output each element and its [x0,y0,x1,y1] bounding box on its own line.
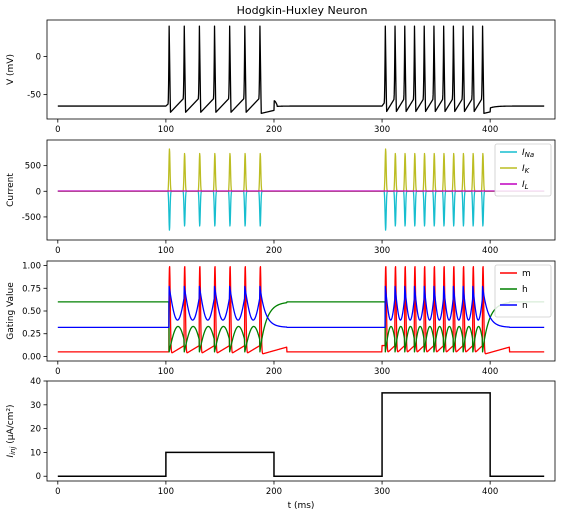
axes-frame [46,19,556,120]
x-tick-label: 100 [158,125,174,135]
m-line [57,265,545,355]
plot-area [57,265,545,355]
x-tick-label: 400 [482,246,498,256]
x-tick-label: 300 [374,125,390,135]
n-line [57,285,545,329]
figure-title: Hodgkin-Huxley Neuron [237,4,368,17]
y-tick-label: 0.25 [22,330,41,340]
legend-box [494,143,552,197]
y-tick-label: -50 [27,91,41,101]
y-tick-label: 0 [36,53,41,63]
panel-2: 0 100 200 300 400 500 0 -500 Current INa IK IL [6,139,556,256]
x-tick-label: 400 [482,487,498,497]
x-tick-label: 100 [158,487,174,497]
y-tick-label: 0 [36,472,41,482]
x-tick-label: 0 [55,246,60,256]
legend-entry: IL [522,180,529,191]
x-tick-label: 0 [55,125,60,135]
legend-entry: m [522,269,531,279]
x-tick-label: 100 [158,367,174,377]
x-tick-label: 400 [482,125,498,135]
y-tick-label: 20 [30,425,41,435]
panel-3: 0 100 200 300 400 1.00 0.75 0.50 0.25 0.00 Gating … [6,260,556,377]
y-tick-label: 0 [36,187,41,197]
plot-area [57,392,545,477]
y-tick-label: -500 [22,213,41,223]
y-tick-label: 40 [30,377,41,387]
legend-entry: n [522,301,528,311]
x-tick-label: 300 [374,367,390,377]
axes-frame [46,260,556,362]
legend: mhn [494,264,552,318]
y-tick-label: 0.75 [22,284,41,294]
x-axis-label: t (ms) [288,501,315,511]
x-tick-label: 400 [482,367,498,377]
legend-entry: INa [522,148,534,159]
y-tick-label: 0.50 [22,307,41,317]
ina-line [57,190,545,231]
y-tick-label: 1.00 [22,262,41,272]
x-tick-label: 200 [266,487,282,497]
plot-area [57,25,545,114]
x-tick-label: 300 [374,246,390,256]
y-tick-label: 10 [30,448,41,458]
x-tick-label: 200 [266,246,282,256]
stimulus-line [57,392,545,477]
x-tick-label: 100 [158,246,174,256]
legend: INa IK IL [494,143,552,197]
voltage-line [57,25,545,114]
y-tick-label: 30 [30,401,41,411]
x-tick-label: 200 [266,125,282,135]
y-axis-label: Gating Value [6,282,16,340]
legend-box [494,264,552,318]
x-tick-label: 200 [266,367,282,377]
x-tick-label: 0 [55,367,60,377]
y-tick-label: 500 [25,162,41,172]
x-tick-label: 300 [374,487,390,497]
axes-frame [46,139,556,241]
ik-line [57,148,545,192]
y-axis-label: Iinj (μA/cm²) [6,404,17,457]
plot-area [57,148,545,231]
y-axis-label: Current [6,173,16,207]
y-axis-label: V (mV) [6,54,16,85]
x-tick-label: 0 [55,487,60,497]
y-tick-label: 0.00 [22,352,41,362]
legend-entry: h [522,285,528,295]
legend-entry: IK [522,164,531,175]
panel-1: 0 100 200 300 400 0 -50 V (mV) [6,19,556,135]
axes-frame [46,380,556,482]
h-line [57,301,545,353]
